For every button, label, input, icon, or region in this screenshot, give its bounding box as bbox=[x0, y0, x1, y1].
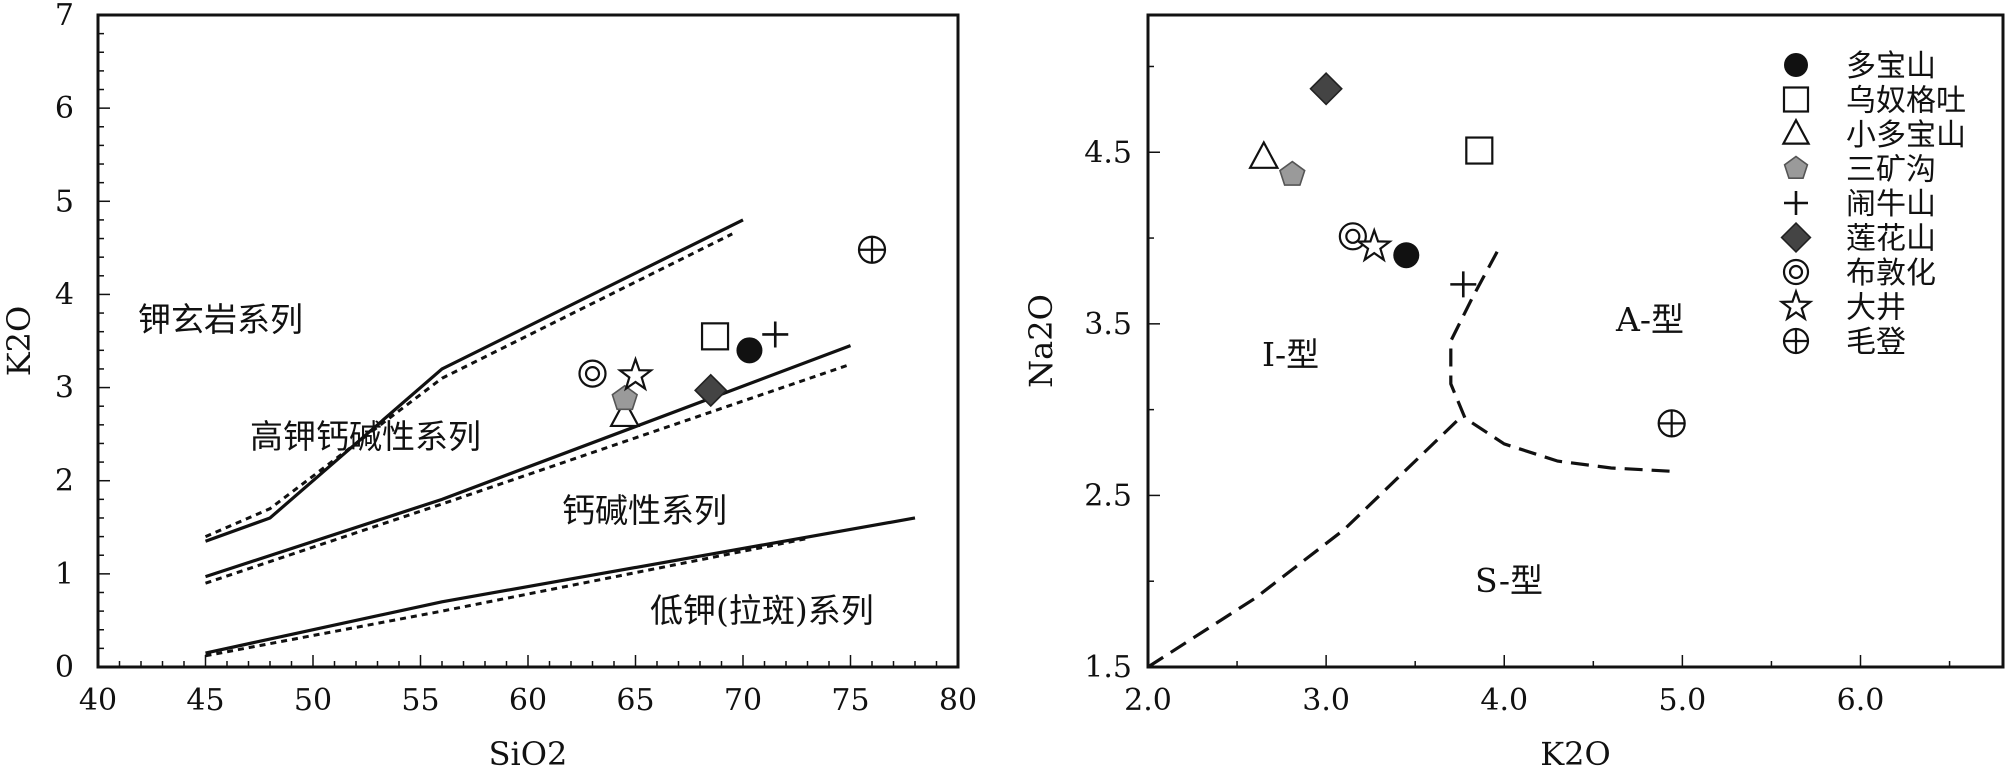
legend-marker-filled-circle bbox=[1784, 53, 1808, 77]
left-boundary-line-4 bbox=[205, 516, 916, 655]
legend-label: 大井 bbox=[1846, 291, 1906, 326]
left-point-open-square bbox=[700, 322, 730, 351]
left-x-tick-label: 65 bbox=[616, 683, 654, 718]
right-x-tick-label: 6.0 bbox=[1837, 683, 1885, 718]
legend-label: 三矿沟 bbox=[1846, 153, 1936, 188]
legend-marker-open-star bbox=[1778, 288, 1814, 322]
left-y-tick-label: 4 bbox=[55, 277, 74, 312]
left-region-label: 高钾钙碱性系列 bbox=[250, 417, 481, 456]
right-x-tick-label: 4.0 bbox=[1480, 683, 1528, 718]
left-x-tick-label: 50 bbox=[294, 683, 332, 718]
right-plot-frame bbox=[1146, 13, 2005, 669]
legend-label: 闹牛山 bbox=[1846, 187, 1936, 222]
left-x-tick-label: 75 bbox=[831, 683, 869, 718]
left-x-axis-title: SiO2 bbox=[489, 735, 568, 770]
left-y-tick-label: 3 bbox=[55, 371, 74, 406]
left-boundary-line-1 bbox=[204, 232, 733, 538]
legend-marker-circle-plus-cross bbox=[1784, 329, 1808, 353]
left-x-tick-label: 45 bbox=[186, 683, 224, 718]
left-region-label: 低钾(拉斑)系列 bbox=[650, 591, 874, 630]
left-x-tick-label: 40 bbox=[79, 683, 117, 718]
right-region-label: S-型 bbox=[1475, 561, 1543, 600]
legend-marker-plus bbox=[1784, 191, 1808, 215]
right-point-double-circle-inner bbox=[1345, 228, 1361, 244]
legend-marker-gray-pentagon bbox=[1783, 155, 1809, 180]
left-point-filled-circle bbox=[736, 337, 763, 364]
left-point-double-circle-inner bbox=[584, 366, 601, 382]
left-y-tick-label: 7 bbox=[55, 0, 74, 33]
left-x-tick-label: 70 bbox=[724, 683, 762, 718]
left-y-tick-label: 1 bbox=[55, 557, 74, 592]
right-x-tick-label: 5.0 bbox=[1659, 683, 1707, 718]
left-x-tick-label: 55 bbox=[401, 683, 439, 718]
left-point-circle-plus-cross bbox=[859, 236, 885, 263]
right-region-label: A-型 bbox=[1615, 300, 1684, 339]
legend-label: 布敦化 bbox=[1846, 256, 1936, 291]
right-y-tick-label: 2.5 bbox=[1084, 478, 1132, 513]
right-point-gray-pentagon bbox=[1278, 160, 1306, 186]
legend-marker-open-triangle bbox=[1781, 117, 1811, 145]
right-point-open-square bbox=[1465, 136, 1494, 165]
right-y-tick-label: 1.5 bbox=[1084, 650, 1132, 685]
legend-label: 毛登 bbox=[1846, 325, 1906, 360]
right-point-circle-plus bbox=[1657, 409, 1686, 438]
legend-marker-double-circle-inner bbox=[1788, 264, 1804, 280]
left-boundary-line-5 bbox=[205, 536, 808, 658]
left-plot-frame bbox=[96, 13, 960, 669]
right-point-open-triangle bbox=[1248, 140, 1280, 169]
legend-label: 乌奴格吐 bbox=[1846, 84, 1966, 119]
legend-marker-dark-diamond bbox=[1780, 221, 1812, 254]
right-y-tick-label: 4.5 bbox=[1084, 135, 1132, 170]
left-point-dark-diamond bbox=[694, 373, 728, 408]
right-point-dark-diamond bbox=[1309, 72, 1343, 106]
right-point-double-circle bbox=[1338, 222, 1367, 251]
left-point-gray-pentagon bbox=[611, 384, 639, 411]
legend-label: 小多宝山 bbox=[1846, 118, 1966, 153]
legend-marker-circle-plus bbox=[1782, 327, 1810, 355]
legend-label: 多宝山 bbox=[1846, 49, 1936, 84]
left-y-tick-label: 6 bbox=[55, 91, 74, 126]
legend-marker-open-square bbox=[1782, 86, 1810, 113]
left-y-tick-label: 5 bbox=[55, 184, 74, 219]
right-point-plus bbox=[1450, 271, 1477, 298]
left-region-label: 钙碱性系列 bbox=[562, 491, 727, 530]
right-boundary-line-1 bbox=[1449, 251, 1674, 473]
right-boundary-line-0 bbox=[1147, 417, 1461, 669]
left-x-tick-label: 60 bbox=[509, 683, 547, 718]
left-point-circle-plus bbox=[857, 235, 887, 264]
right-x-tick-label: 2.0 bbox=[1124, 683, 1172, 718]
right-region-label: I-型 bbox=[1262, 335, 1319, 374]
right-point-filled-circle bbox=[1393, 242, 1420, 269]
chart-right: 2.0 3.0 4.0 5.0 6.0 1.5 2.5 3.5 4.5 K2O Na2O I-型 A-型… bbox=[1022, 13, 2005, 770]
left-boundary-line-2 bbox=[205, 344, 852, 579]
legend-marker-double-circle bbox=[1782, 258, 1810, 286]
left-y-tick-label: 2 bbox=[55, 464, 74, 499]
left-point-plus bbox=[762, 321, 789, 348]
right-y-tick-label: 3.5 bbox=[1084, 307, 1132, 342]
right-x-axis-title: K2O bbox=[1540, 735, 1611, 770]
left-point-open-star bbox=[616, 355, 655, 392]
left-point-double-circle bbox=[578, 359, 607, 388]
left-point-open-triangle bbox=[609, 398, 641, 428]
left-boundary-line-3 bbox=[205, 362, 851, 585]
left-y-axis-title: K2O bbox=[0, 306, 38, 377]
legend-label: 莲花山 bbox=[1846, 222, 1936, 257]
right-x-tick-label: 3.0 bbox=[1302, 683, 1350, 718]
right-point-open-star bbox=[1355, 227, 1393, 263]
left-region-label: 钾玄岩系列 bbox=[138, 300, 303, 339]
right-point-circle-plus-cross bbox=[1658, 410, 1685, 437]
left-x-tick-label: 80 bbox=[939, 683, 977, 718]
left-y-tick-label: 0 bbox=[55, 650, 74, 685]
right-y-axis-title: Na2O bbox=[1022, 294, 1060, 388]
